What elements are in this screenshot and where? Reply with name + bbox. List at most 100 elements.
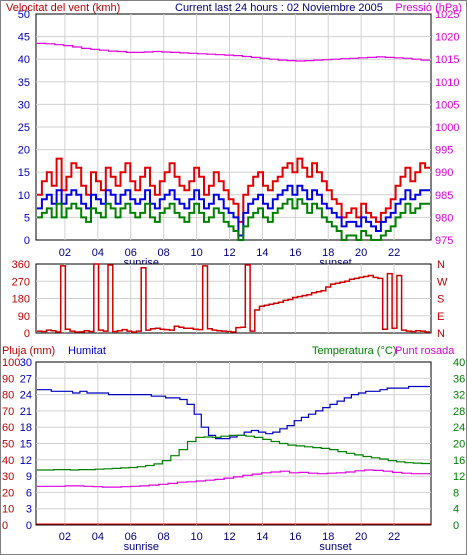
humidity-tick-label: 21 bbox=[20, 406, 32, 418]
wind-x-tick-label: 02 bbox=[59, 247, 71, 259]
rain-tick-label: 10 bbox=[2, 504, 14, 516]
direction-tick-label: 90 bbox=[18, 311, 30, 323]
wind-tick-label: 40 bbox=[18, 54, 30, 66]
wind-x-tick-label: 14 bbox=[256, 247, 268, 259]
pressure-tick-label: 990 bbox=[435, 167, 453, 179]
compass-tick-label: S bbox=[437, 294, 444, 306]
humidity-tick-label: 30 bbox=[20, 357, 32, 369]
humidity-tick-label: 9 bbox=[26, 471, 32, 483]
temp-x-tick-label: 22 bbox=[388, 531, 400, 543]
rain-tick-label: 40 bbox=[2, 455, 14, 467]
pressure-tick-label: 980 bbox=[435, 212, 453, 224]
temp-x-tick-label: 18 bbox=[322, 531, 334, 543]
humidity-tick-label: 3 bbox=[26, 504, 32, 516]
temperature-axis-label: Temperatura (°C) bbox=[312, 345, 396, 357]
temp-x-tick-label: 16 bbox=[289, 531, 301, 543]
series-temperatura-line bbox=[37, 434, 430, 471]
pressure-tick-label: 995 bbox=[435, 145, 453, 157]
temperature-tick-label: 28 bbox=[453, 406, 465, 418]
wind-x-tick-label: 08 bbox=[158, 247, 170, 259]
rain-tick-label: 60 bbox=[2, 422, 14, 434]
temperature-tick-label: 32 bbox=[453, 390, 465, 402]
humidity-tick-label: 6 bbox=[26, 487, 32, 499]
pressure-tick-label: 1025 bbox=[435, 9, 459, 21]
series-average-line bbox=[37, 184, 430, 237]
wind-x-tick-label: 16 bbox=[289, 247, 301, 259]
pressure-tick-label: 1010 bbox=[435, 77, 459, 89]
temperature-tick-label: 20 bbox=[453, 439, 465, 451]
pressure-tick-label: 975 bbox=[435, 235, 453, 247]
humidity-tick-label: 0 bbox=[26, 520, 32, 532]
series-punt-rosada-line bbox=[37, 469, 430, 488]
sunset-label-bottom: sunset bbox=[319, 541, 351, 553]
wind-x-tick-label: 04 bbox=[92, 247, 104, 259]
temperature-tick-label: 4 bbox=[453, 504, 459, 516]
wind-tick-label: 0 bbox=[24, 235, 30, 247]
rain-tick-label: 0 bbox=[2, 520, 8, 532]
temp-x-tick-label: 20 bbox=[355, 531, 367, 543]
rain-tick-label: 70 bbox=[2, 406, 14, 418]
compass-tick-label: N bbox=[437, 259, 445, 271]
wind-tick-label: 20 bbox=[18, 145, 30, 157]
temperature-tick-label: 16 bbox=[453, 455, 465, 467]
humidity-tick-label: 12 bbox=[20, 455, 32, 467]
series-minimum-line bbox=[37, 198, 430, 241]
temperature-tick-label: 8 bbox=[453, 487, 459, 499]
temperature-tick-label: 12 bbox=[453, 471, 465, 483]
rain-tick-label: 20 bbox=[2, 487, 14, 499]
humidity-tick-label: 24 bbox=[20, 390, 32, 402]
temp-x-tick-label: 04 bbox=[92, 531, 104, 543]
humidity-tick-label: 18 bbox=[20, 422, 32, 434]
pressure-tick-label: 1020 bbox=[435, 32, 459, 44]
temperature-tick-label: 40 bbox=[453, 357, 465, 369]
rain-tick-label: 100 bbox=[2, 357, 20, 369]
series-pressure-line bbox=[37, 42, 430, 62]
direction-tick-label: 0 bbox=[24, 328, 30, 340]
wind-tick-label: 50 bbox=[18, 9, 30, 21]
temp-x-tick-label: 14 bbox=[256, 531, 268, 543]
rain-tick-label: 50 bbox=[2, 439, 14, 451]
humidity-tick-label: 27 bbox=[20, 373, 32, 385]
direction-tick-label: 360 bbox=[12, 259, 30, 271]
temperature-tick-label: 36 bbox=[453, 373, 465, 385]
pressure-tick-label: 1015 bbox=[435, 54, 459, 66]
series-gust-line bbox=[37, 157, 430, 223]
temp-x-tick-label: 08 bbox=[158, 531, 170, 543]
pressure-tick-label: 1000 bbox=[435, 122, 459, 134]
sunrise-label-bottom: sunrise bbox=[124, 541, 159, 553]
series-humitat-line bbox=[37, 385, 430, 440]
wind-tick-label: 25 bbox=[18, 122, 30, 134]
rain-tick-label: 90 bbox=[2, 373, 14, 385]
humidity-axis-label: Humitat bbox=[68, 345, 106, 357]
wind-tick-label: 10 bbox=[18, 190, 30, 202]
wind-tick-label: 45 bbox=[18, 32, 30, 44]
temp-x-tick-label: 12 bbox=[223, 531, 235, 543]
temperature-tick-label: 24 bbox=[453, 422, 465, 434]
wind-axis-label: Velocitat del vent (kmh) bbox=[6, 2, 120, 14]
temp-x-tick-label: 06 bbox=[125, 531, 137, 543]
compass-tick-label: E bbox=[437, 311, 444, 323]
rain-tick-label: 80 bbox=[2, 390, 14, 402]
pressure-axis-label: Pressió (hPa) bbox=[395, 2, 462, 14]
temp-x-tick-label: 02 bbox=[59, 531, 71, 543]
temp-x-tick-label: 10 bbox=[190, 531, 202, 543]
direction-tick-label: 270 bbox=[12, 276, 30, 288]
series-direction-line bbox=[37, 263, 430, 333]
chart-title: Current last 24 hours : 02 Noviembre 200… bbox=[175, 2, 383, 14]
compass-tick-label: N bbox=[437, 328, 445, 340]
wind-tick-label: 5 bbox=[24, 212, 30, 224]
temperature-tick-label: 0 bbox=[453, 520, 459, 532]
pressure-tick-label: 985 bbox=[435, 190, 453, 202]
wind-x-tick-label: 10 bbox=[190, 247, 202, 259]
dewpoint-axis-label: Punt rosada bbox=[395, 345, 455, 357]
direction-tick-label: 180 bbox=[12, 294, 30, 306]
pressure-tick-label: 1005 bbox=[435, 99, 459, 111]
wind-x-tick-label: 12 bbox=[223, 247, 235, 259]
humidity-tick-label: 15 bbox=[20, 439, 32, 451]
rain-axis-label: Pluja (mm) bbox=[2, 345, 55, 357]
wind-x-tick-label: 18 bbox=[322, 247, 334, 259]
wind-x-tick-label: 22 bbox=[388, 247, 400, 259]
wind-tick-label: 30 bbox=[18, 99, 30, 111]
